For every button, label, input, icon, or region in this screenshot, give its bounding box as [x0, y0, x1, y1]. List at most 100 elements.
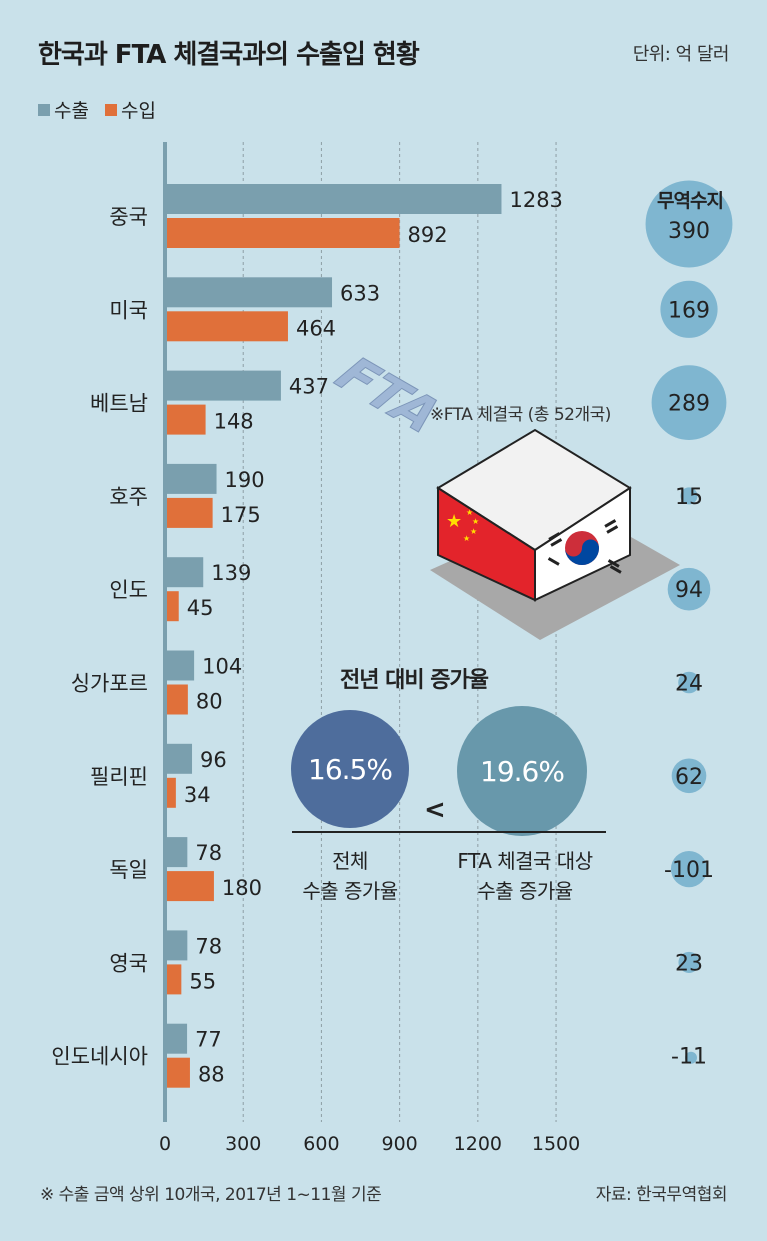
import-value-4: 45	[187, 596, 214, 620]
x-tick-1200: 1200	[454, 1133, 502, 1155]
balance-value-5: 24	[675, 672, 703, 697]
category-label-1: 미국	[109, 298, 148, 322]
source: 자료: 한국무역협회	[595, 1185, 728, 1205]
comparator-sign: <	[424, 795, 446, 825]
category-label-7: 독일	[109, 858, 148, 882]
import-bar-8	[167, 964, 182, 995]
china-star-3: ★	[470, 527, 477, 536]
total-growth-circle: 16.5%	[291, 710, 409, 828]
balance-value-0: 390	[668, 219, 710, 244]
balance-circle-1	[660, 280, 718, 338]
export-bar-2	[167, 370, 281, 401]
legend: 수출 수입	[38, 96, 156, 123]
total-caption-line2: 수출 증가율	[302, 879, 398, 903]
export-bar-6	[167, 743, 193, 774]
balance-value-1: 169	[668, 298, 710, 323]
category-label-4: 인도	[109, 578, 148, 602]
total-caption-line1: 전체	[332, 849, 368, 873]
trigrams	[547, 519, 622, 574]
balance-circle-9	[685, 1051, 697, 1064]
total-growth-value: 16.5%	[308, 752, 393, 786]
balance-circle-5	[678, 671, 700, 694]
chart-title: 한국과 FTA 체결국과의 수출입 현황	[38, 40, 420, 70]
balance-circle-4	[667, 567, 711, 611]
legend-export: 수출	[38, 96, 89, 123]
import-bar-4	[167, 591, 179, 622]
category-label-6: 필리핀	[90, 765, 148, 789]
grid-lines	[163, 142, 557, 1122]
import-bar-6	[167, 777, 176, 808]
x-tick-0: 0	[159, 1133, 171, 1155]
balance-circle-0	[645, 180, 733, 268]
bars	[167, 184, 502, 1088]
legend-import-swatch	[104, 103, 117, 116]
import-bar-7	[167, 871, 214, 902]
export-value-9: 77	[195, 1028, 222, 1052]
import-bar-1	[167, 311, 288, 342]
china-star-1: ★	[466, 508, 473, 517]
import-value-0: 892	[408, 223, 448, 247]
export-value-7: 78	[195, 841, 222, 865]
balance-header: 무역수지	[657, 190, 724, 212]
fta-box-illustration: ★ ★ ★ ★ ★ FTA	[319, 349, 680, 640]
balance-value-6: 62	[675, 765, 703, 790]
china-star-big: ★	[446, 511, 462, 532]
import-value-8: 55	[189, 969, 216, 993]
import-bar-3	[167, 497, 213, 528]
export-value-4: 139	[211, 561, 251, 585]
category-label-9: 인도네시아	[51, 1045, 148, 1069]
x-tick-600: 600	[303, 1133, 339, 1155]
fta-caption-line1: FTA 체결국 대상	[457, 849, 593, 873]
fta-caption-line2: 수출 증가율	[477, 879, 573, 903]
fta-growth-circle: 19.6%	[457, 706, 587, 836]
export-value-6: 96	[200, 748, 227, 772]
export-value-0: 1283	[509, 188, 562, 212]
x-tick-300: 300	[225, 1133, 261, 1155]
legend-import: 수입	[104, 96, 156, 123]
import-bar-2	[167, 404, 206, 435]
export-bar-1	[167, 277, 333, 308]
growth-divider	[292, 831, 606, 833]
category-label-5: 싱가포르	[71, 672, 148, 696]
export-bar-4	[167, 557, 204, 588]
import-value-5: 80	[196, 690, 223, 714]
import-value-7: 180	[222, 876, 262, 900]
unit-label: 단위: 억 달러	[632, 44, 730, 65]
export-value-1: 633	[340, 281, 380, 305]
balance-circle-2	[651, 365, 727, 440]
import-bar-5	[167, 684, 188, 715]
balance-circles: 390 169 289 15 94 24 62 -101 23 -11	[645, 180, 733, 1070]
import-bar-0	[167, 218, 400, 248]
box-fta-text: FTA	[319, 349, 456, 440]
import-value-1: 464	[296, 316, 336, 340]
export-bar-7	[167, 837, 188, 868]
export-bar-9	[167, 1023, 188, 1054]
export-value-8: 78	[195, 934, 222, 958]
category-label-3: 호주	[109, 485, 148, 509]
balance-value-3: 15	[675, 485, 703, 510]
export-bar-8	[167, 930, 188, 961]
legend-export-swatch	[38, 103, 50, 116]
import-value-2: 148	[214, 410, 254, 434]
legend-export-label: 수출	[54, 100, 89, 122]
balance-value-8: 23	[675, 951, 703, 976]
x-tick-1500: 1500	[532, 1133, 580, 1155]
china-star-2: ★	[472, 517, 479, 526]
category-label-8: 영국	[109, 951, 148, 975]
balance-circle-6	[671, 758, 707, 794]
fta-note: ※FTA 체결국 (총 52개국)	[430, 405, 611, 425]
balance-circle-3	[680, 487, 698, 505]
import-bar-9	[167, 1057, 190, 1088]
balance-value-9: -11	[671, 1045, 707, 1070]
import-value-3: 175	[221, 503, 261, 527]
fta-growth-caption: FTA 체결국 대상 수출 증가율	[430, 846, 620, 906]
category-label-0: 중국	[109, 205, 148, 229]
export-bar-3	[167, 463, 217, 494]
balance-circle-7	[670, 851, 708, 888]
export-value-2: 437	[289, 375, 329, 399]
total-growth-caption: 전체 수출 증가율	[280, 846, 420, 906]
china-star-4: ★	[463, 534, 470, 543]
balance-value-7: -101	[664, 858, 714, 883]
